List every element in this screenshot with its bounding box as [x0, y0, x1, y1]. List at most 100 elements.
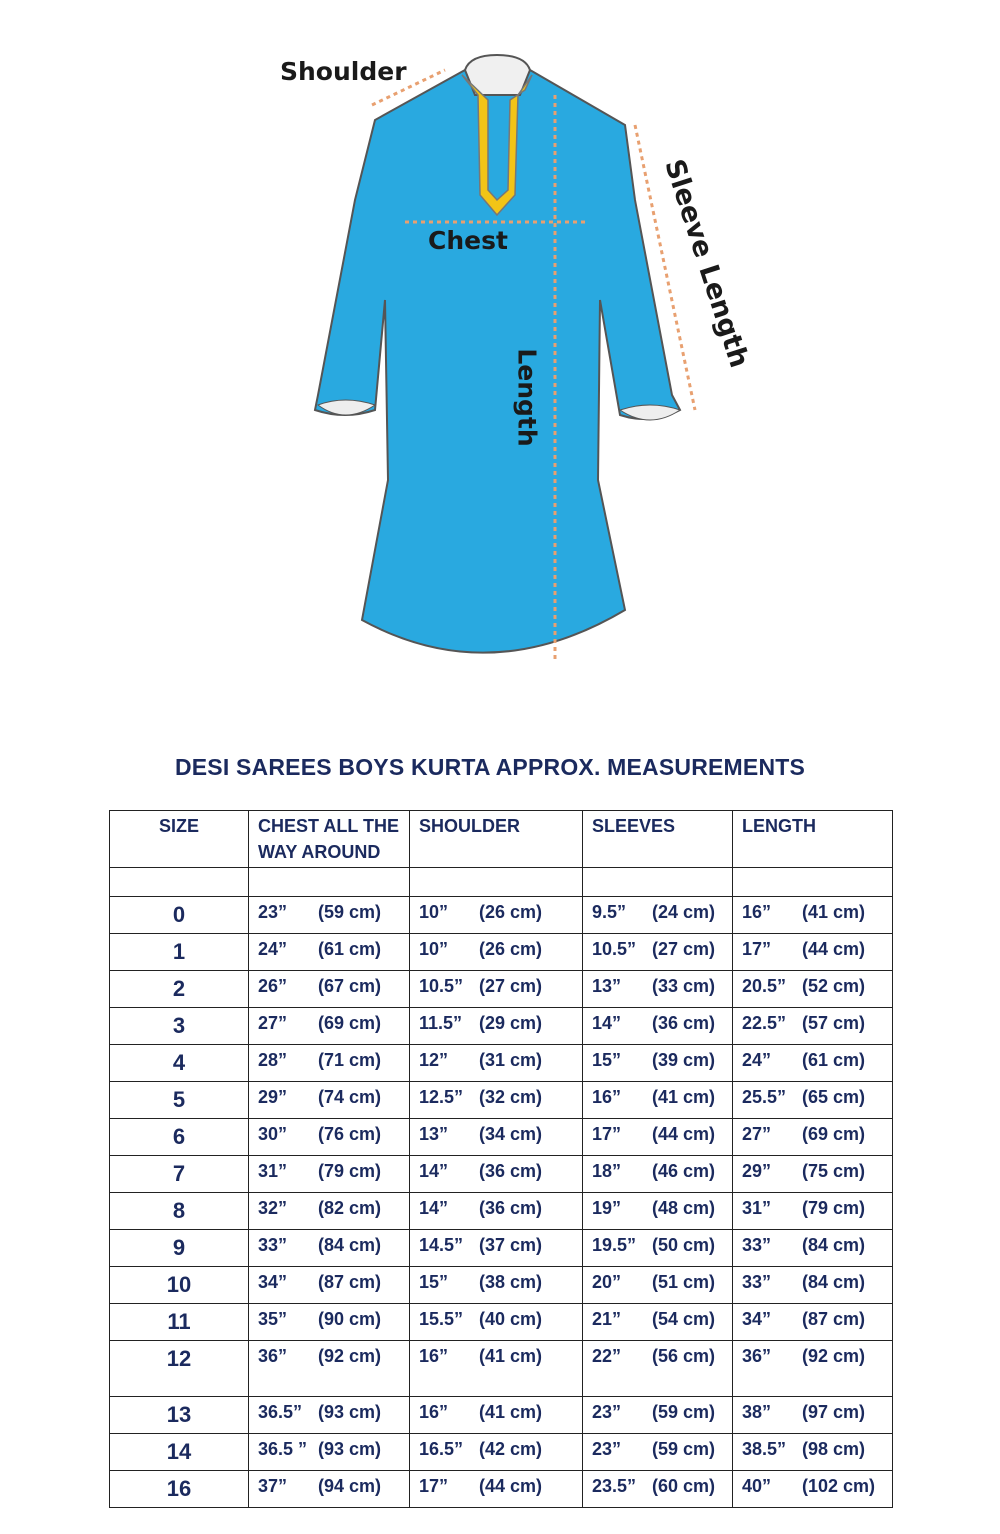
shoulder-cm: (38 cm): [479, 1272, 543, 1292]
size-cell: 5: [109, 1081, 249, 1119]
shoulder-inches: 17”: [419, 1476, 449, 1496]
size-cell: 9: [109, 1229, 249, 1267]
shoulder-cm: (26 cm): [479, 902, 543, 922]
length-cm: (44 cm): [802, 939, 866, 959]
length-cell: 17” (44 cm): [732, 933, 893, 971]
shoulder-cell: 10” (26 cm): [409, 933, 583, 971]
shoulder-cm: (31 cm): [479, 1050, 543, 1070]
chest-inches: 31”: [258, 1161, 288, 1181]
length-inches: 31”: [742, 1198, 772, 1218]
table-row: 5 29” (74 cm) 12.5” (32 cm) 16” (41 cm) 25.5” (6…: [109, 1081, 893, 1119]
shoulder-cell: 14” (36 cm): [409, 1192, 583, 1230]
kurta-body: [313, 69, 682, 654]
length-cm: (102 cm): [802, 1476, 876, 1496]
sleeves-inches: 22”: [592, 1346, 622, 1366]
blank-row: [109, 867, 893, 897]
shoulder-cell: 10” (26 cm): [409, 896, 583, 934]
shoulder-cm: (29 cm): [479, 1013, 543, 1033]
chest-inches: 36.5”: [258, 1402, 303, 1422]
sleeves-cell: 22” (56 cm): [582, 1340, 733, 1397]
shoulder-cell: 12” (31 cm): [409, 1044, 583, 1082]
chest-inches: 24”: [258, 939, 288, 959]
chest-cm: (93 cm): [318, 1439, 382, 1459]
sleeves-cm: (44 cm): [652, 1124, 716, 1144]
length-cm: (65 cm): [802, 1087, 866, 1107]
chest-inches: 28”: [258, 1050, 288, 1070]
chest-cm: (71 cm): [318, 1050, 382, 1070]
table-row: 13 36.5” (93 cm) 16” (41 cm) 23” (59 cm) 38” (97…: [109, 1396, 893, 1434]
length-cell: 31” (79 cm): [732, 1192, 893, 1230]
chest-cell: 33” (84 cm): [248, 1229, 410, 1267]
length-cm: (75 cm): [802, 1161, 866, 1181]
chart-title: DESI SAREES BOYS KURTA APPROX. MEASUREME…: [174, 754, 806, 780]
chest-inches: 32”: [258, 1198, 288, 1218]
size-cell: 8: [109, 1192, 249, 1230]
chest-cm: (92 cm): [318, 1346, 382, 1366]
shoulder-cm: (37 cm): [479, 1235, 543, 1255]
size-cell: 3: [109, 1007, 249, 1045]
shoulder-cell: 15” (38 cm): [409, 1266, 583, 1304]
chest-inches: 29”: [258, 1087, 288, 1107]
sleeves-inches: 14”: [592, 1013, 622, 1033]
size-cell: 0: [109, 896, 249, 934]
shoulder-cm: (41 cm): [479, 1346, 543, 1366]
chest-cm: (76 cm): [318, 1124, 382, 1144]
shoulder-cell: 16” (41 cm): [409, 1340, 583, 1397]
length-cm: (97 cm): [802, 1402, 866, 1422]
chest-inches: 23”: [258, 902, 288, 922]
table-row: 6 30” (76 cm) 13” (34 cm) 17” (44 cm) 27” (69 cm…: [109, 1118, 893, 1156]
chest-cm: (84 cm): [318, 1235, 382, 1255]
sleeves-inches: 17”: [592, 1124, 622, 1144]
shoulder-cell: 12.5” (32 cm): [409, 1081, 583, 1119]
length-inches: 24”: [742, 1050, 772, 1070]
sleeves-inches: 13”: [592, 976, 622, 996]
length-cm: (87 cm): [802, 1309, 866, 1329]
sleeves-cell: 23” (59 cm): [582, 1396, 733, 1434]
length-inches: 33”: [742, 1235, 772, 1255]
length-cm: (61 cm): [802, 1050, 866, 1070]
chest-inches: 30”: [258, 1124, 288, 1144]
chest-cell: 26” (67 cm): [248, 970, 410, 1008]
shoulder-cell: 17” (44 cm): [409, 1470, 583, 1508]
chest-cell: 23” (59 cm): [248, 896, 410, 934]
size-cell: 12: [109, 1340, 249, 1397]
shoulder-inches: 14”: [419, 1161, 449, 1181]
table-row: 7 31” (79 cm) 14” (36 cm) 18” (46 cm) 29” (75 cm…: [109, 1155, 893, 1193]
kurta-illustration: [313, 53, 697, 660]
sleeves-cm: (36 cm): [652, 1013, 716, 1033]
sleeves-inches: 20”: [592, 1272, 622, 1292]
chest-cm: (87 cm): [318, 1272, 382, 1292]
chest-cm: (90 cm): [318, 1309, 382, 1329]
length-inches: 38.5”: [742, 1439, 787, 1459]
sleeves-inches: 19.5”: [592, 1235, 637, 1255]
sleeves-cm: (51 cm): [652, 1272, 716, 1292]
sleeves-cm: (24 cm): [652, 902, 716, 922]
size-cell: 14: [109, 1433, 249, 1471]
shoulder-cm: (36 cm): [479, 1198, 543, 1218]
sleeves-cell: 10.5” (27 cm): [582, 933, 733, 971]
sleeves-inches: 15”: [592, 1050, 622, 1070]
shoulder-inches: 14.5”: [419, 1235, 464, 1255]
shoulder-cm: (42 cm): [479, 1439, 543, 1459]
chest-cm: (61 cm): [318, 939, 382, 959]
length-cell: 33” (84 cm): [732, 1229, 893, 1267]
shoulder-inches: 10”: [419, 902, 449, 922]
sleeves-inches: 21”: [592, 1309, 622, 1329]
length-inches: 25.5”: [742, 1087, 787, 1107]
shoulder-cm: (40 cm): [479, 1309, 543, 1329]
length-cell: 20.5” (52 cm): [732, 970, 893, 1008]
shoulder-inches: 15”: [419, 1272, 449, 1292]
length-cell: 33” (84 cm): [732, 1266, 893, 1304]
shoulder-cm: (26 cm): [479, 939, 543, 959]
sleeves-cm: (46 cm): [652, 1161, 716, 1181]
length-inches: 17”: [742, 939, 772, 959]
header-shoulder: SHOULDER: [409, 810, 583, 868]
length-cell: 36” (92 cm): [732, 1340, 893, 1397]
shoulder-cm: (41 cm): [479, 1402, 543, 1422]
table-row: 10 34” (87 cm) 15” (38 cm) 20” (51 cm) 33” (84 c…: [109, 1266, 893, 1304]
sleeves-inches: 23.5”: [592, 1476, 637, 1496]
sleeves-cm: (56 cm): [652, 1346, 716, 1366]
length-cm: (69 cm): [802, 1124, 866, 1144]
shoulder-inches: 12.5”: [419, 1087, 464, 1107]
shoulder-cell: 13” (34 cm): [409, 1118, 583, 1156]
